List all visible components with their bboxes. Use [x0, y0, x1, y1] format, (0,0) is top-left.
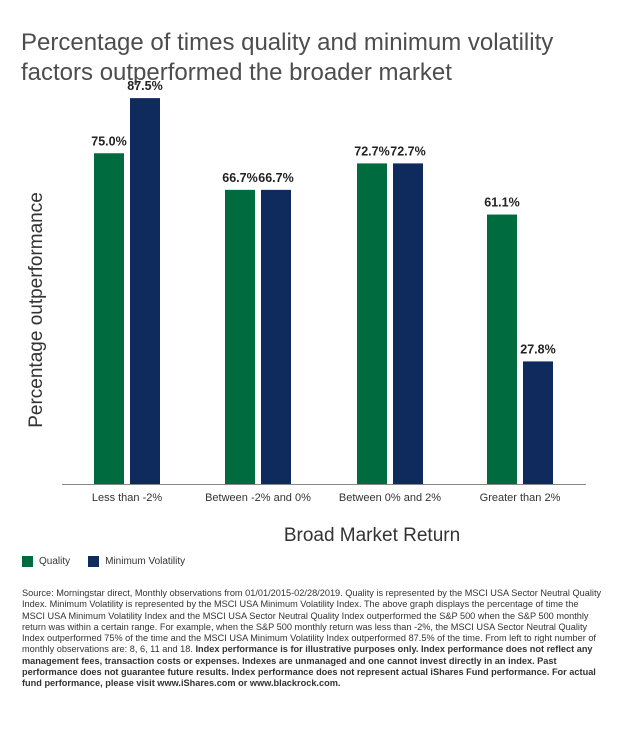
data-labels-group: 75.0% 87.5% 66.7% 66.7% 72.7% 72.7% 61.1% 27.8% [91, 79, 555, 356]
x-tick-label-greater-than-2: Greater than 2% [480, 492, 561, 504]
data-label-quality-greater-than-2: 61.1% [484, 196, 519, 210]
bar-quality-less-than-2 [94, 153, 124, 484]
footnote-disclaimer-text: Index performance is for illustrative pu… [22, 644, 596, 689]
legend-swatch-minimum-volatility [88, 556, 100, 567]
x-axis-label: Broad Market Return [284, 525, 460, 546]
bar-quality-greater-than-2 [487, 214, 517, 484]
legend-label-minimum-volatility: Minimum Volatility [105, 556, 186, 567]
bars-group [94, 98, 553, 484]
bar-quality-between-0-and-2 [357, 163, 387, 484]
data-label-quality-between-2-and-0: 66.7% [222, 171, 257, 185]
data-label-quality-between-0-and-2: 72.7% [354, 144, 389, 158]
data-label-quality-less-than-2: 75.0% [91, 134, 126, 148]
legend-item-quality: Quality [22, 556, 70, 567]
data-label-minimum-volatility-between-2-and-0: 66.7% [258, 171, 293, 185]
y-axis-label: Percentage outperformance [26, 192, 47, 428]
data-label-minimum-volatility-greater-than-2: 27.8% [520, 342, 555, 356]
legend: Quality Minimum Volatility [22, 556, 185, 567]
legend-item-minimum-volatility: Minimum Volatility [88, 556, 185, 567]
x-tick-label-between-0-and-2: Between 0% and 2% [339, 492, 441, 504]
legend-swatch-quality [22, 556, 33, 567]
bar-chart: 75.0% 87.5% 66.7% 66.7% 72.7% 72.7% 61.1% 27.8%… [26, 79, 586, 546]
bar-minimum-volatility-between-0-and-2 [393, 163, 423, 484]
footnote: Source: Morningstar direct, Monthly obse… [22, 588, 602, 690]
legend-label-quality: Quality [39, 556, 71, 567]
bar-minimum-volatility-greater-than-2 [523, 361, 553, 484]
footnote-source-text: Source: Morningstar direct, Monthly obse… [22, 588, 602, 655]
data-label-minimum-volatility-less-than-2: 87.5% [127, 79, 162, 93]
bar-quality-between-2-and-0 [225, 189, 255, 484]
x-tick-label-less-than-2: Less than -2% [92, 492, 163, 504]
x-tick-label-between-2-and-0: Between -2% and 0% [205, 492, 311, 504]
chart-title: Percentage of times quality and minimum … [21, 29, 554, 86]
bar-minimum-volatility-between-2-and-0 [261, 189, 291, 484]
x-tick-labels: Less than -2% Between -2% and 0% Between 0… [92, 492, 561, 504]
data-label-minimum-volatility-between-0-and-2: 72.7% [390, 144, 425, 158]
bar-minimum-volatility-less-than-2 [130, 98, 160, 484]
